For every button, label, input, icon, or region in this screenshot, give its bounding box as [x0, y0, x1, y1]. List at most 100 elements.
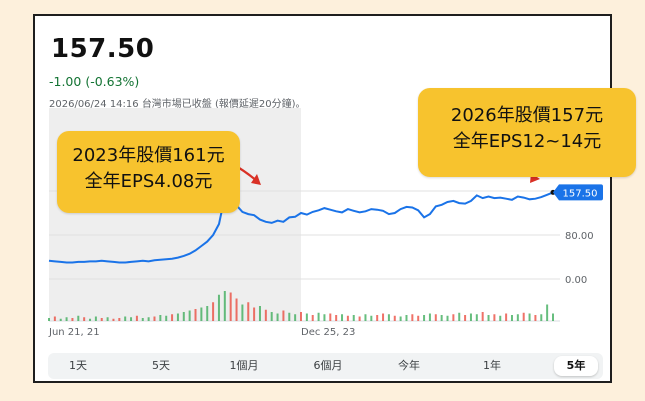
volume-bar: [364, 314, 367, 321]
stock-card: 157.50 -1.00 (-0.63%) 2026/06/24 14:16 台…: [33, 14, 636, 383]
volume-bar: [440, 315, 443, 321]
range-tab-2[interactable]: 1個月: [229, 359, 259, 372]
volume-bar: [305, 313, 308, 321]
volume-bar: [434, 314, 437, 321]
callout-2026-line1: 2026年股價157元: [450, 105, 604, 126]
volume-bar: [212, 302, 215, 321]
x-tick-label: Jun 21, 21: [48, 327, 100, 338]
y-tick-label: 80.00: [565, 231, 594, 242]
volume-bar: [516, 314, 519, 321]
volume-bar: [71, 318, 74, 321]
volume-bar: [112, 318, 115, 321]
volume-bar: [147, 317, 150, 321]
volume-bar: [528, 313, 531, 321]
volume-bar: [481, 312, 484, 321]
volume-bar: [546, 304, 549, 321]
volume-bar: [370, 315, 373, 321]
volume-bar: [469, 313, 472, 321]
volume-bar: [194, 309, 197, 321]
volume-bar: [499, 315, 502, 321]
volume-bar: [247, 302, 250, 321]
volume-bar: [65, 317, 68, 321]
current-price: 157.50: [51, 34, 155, 64]
volume-bar: [417, 315, 420, 321]
volume-bar: [311, 315, 314, 321]
current-price-badge-label: 157.50: [563, 188, 598, 199]
volume-bar: [253, 307, 256, 321]
volume-bar: [352, 315, 355, 321]
volume-bar: [217, 294, 220, 321]
volume-bar: [493, 314, 496, 321]
volume-bar: [200, 307, 203, 321]
price-change: -1.00 (-0.63%): [49, 74, 140, 89]
volume-bar: [405, 315, 408, 321]
volume-bar: [341, 314, 344, 321]
volume-bar: [59, 318, 62, 321]
callout-2023-line1: 2023年股價161元: [72, 145, 225, 166]
current-price-badge: [553, 184, 603, 201]
volume-bar: [393, 315, 396, 321]
volume-bar: [446, 315, 449, 321]
volume-bar: [534, 315, 537, 321]
volume-bar: [124, 316, 127, 321]
volume-bar: [458, 312, 461, 321]
volume-bar: [346, 315, 349, 321]
callout-2023-line2: 全年EPS4.08元: [84, 171, 213, 192]
volume-bar: [118, 318, 121, 321]
volume-bar: [89, 318, 92, 321]
volume-bar: [411, 314, 414, 321]
volume-bar: [329, 313, 332, 321]
volume-bar: [241, 304, 244, 321]
volume-bar: [48, 318, 50, 321]
volume-bar: [53, 316, 56, 321]
volume-bar: [505, 313, 508, 321]
volume-bar: [376, 315, 379, 321]
volume-bar: [487, 315, 490, 321]
volume-bar: [176, 313, 179, 321]
range-tab-0[interactable]: 1天: [69, 359, 87, 372]
volume-bar: [300, 312, 302, 321]
volume-bar: [464, 315, 467, 321]
arrow-2023-head: [251, 174, 261, 185]
range-tab-1[interactable]: 5天: [152, 359, 170, 372]
callout-2023: 2023年股價161元 全年EPS4.08元: [57, 131, 240, 213]
range-tab-5[interactable]: 1年: [483, 359, 501, 372]
volume-bar: [77, 315, 80, 321]
volume-bar: [223, 291, 226, 321]
volume-bar: [317, 312, 320, 321]
volume-bar: [282, 310, 285, 321]
range-tab-6[interactable]: 5年: [554, 356, 598, 376]
volume-bar: [540, 314, 543, 321]
range-tab-3[interactable]: 6個月: [313, 359, 343, 372]
volume-bar: [141, 318, 144, 321]
volume-bar: [135, 315, 138, 321]
volume-bar: [382, 313, 385, 321]
volume-bar: [182, 312, 185, 321]
volume-bar: [258, 306, 261, 321]
volume-bar: [358, 316, 361, 321]
volume-bar: [452, 314, 455, 321]
volume-bar: [171, 314, 174, 321]
time-range-selector: 1天 5天 1個月 6個月 今年 1年 5年: [48, 353, 603, 379]
volume-bar: [294, 314, 297, 321]
volume-bar: [106, 317, 109, 321]
volume-bar: [94, 316, 97, 321]
volume-bar: [428, 313, 431, 321]
volume-bar: [288, 312, 291, 321]
y-tick-label: 0.00: [565, 275, 587, 286]
volume-bar: [475, 314, 478, 321]
callout-2026-line2: 全年EPS12~14元: [452, 131, 602, 152]
volume-bar: [100, 318, 103, 321]
volume-bar: [235, 298, 238, 321]
volume-bar: [159, 315, 162, 321]
volume-bar: [323, 314, 326, 321]
range-tab-4[interactable]: 今年: [398, 359, 420, 372]
x-tick-label: Dec 25, 23: [301, 327, 355, 338]
volume-bar: [552, 313, 554, 321]
volume-bar: [153, 316, 156, 321]
volume-bar: [264, 309, 267, 321]
volume-bar: [83, 317, 86, 321]
volume-bar: [387, 314, 390, 321]
volume-bar: [270, 312, 273, 321]
volume-bar: [522, 312, 525, 321]
